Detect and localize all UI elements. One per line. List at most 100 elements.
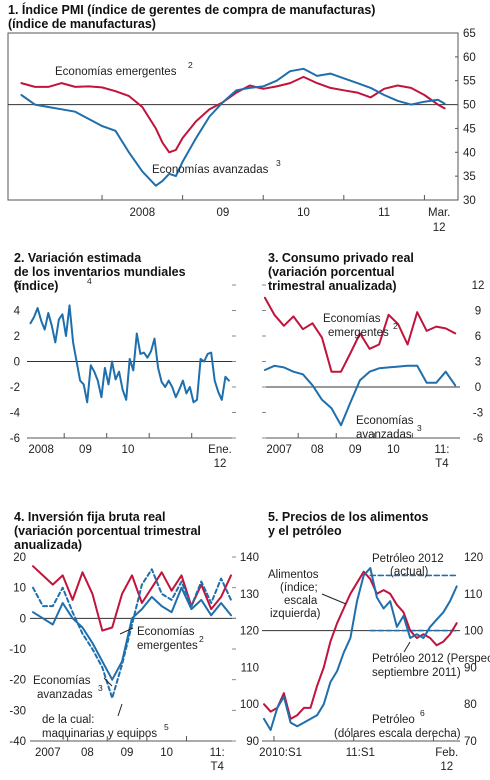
- y-tick-label: 35: [463, 171, 476, 183]
- x-tick-label: 08: [311, 444, 324, 456]
- y-tick-label: -20: [9, 675, 26, 687]
- annotation-avanzadas: avanzadas: [37, 689, 93, 701]
- y-tick-label-right: 70: [464, 736, 477, 748]
- annotation-petroleo-perspectivas: septiembre 2011): [372, 667, 461, 679]
- x-tick-label: 10: [160, 747, 173, 759]
- series-avanzadas: [20, 67, 446, 187]
- leader-line: [103, 677, 113, 687]
- panel-title-line: y el petróleo: [268, 524, 342, 538]
- series-petroleo: [263, 567, 458, 731]
- x-tick-label: 11:: [434, 444, 449, 456]
- footnote-2: 2: [393, 321, 398, 331]
- x-tick-label: 12: [214, 458, 227, 470]
- y-tick-label: 6: [475, 331, 481, 343]
- annotation-maquinarias: de la cual:: [42, 714, 94, 726]
- y-tick-label: -6: [10, 433, 20, 445]
- y-tick-label: 12: [472, 280, 485, 292]
- x-tick-label: 11:: [210, 747, 225, 759]
- x-tick-label: 2007: [35, 747, 61, 759]
- x-tick-label: 12: [440, 761, 453, 773]
- panel1-frame: [7, 32, 459, 201]
- leader-line: [117, 703, 123, 717]
- y-tick-label-left: 110: [241, 662, 259, 674]
- y-tick-label-right: 100: [464, 626, 483, 638]
- x-tick-label: 10: [122, 444, 135, 456]
- x-tick-label: 09: [349, 444, 362, 456]
- y-tick-label: 3: [475, 357, 481, 369]
- leader-line: [321, 593, 347, 605]
- series-avanzadas: [32, 586, 232, 681]
- y-tick-label: 0: [475, 382, 481, 394]
- annotation-emergentes: Economías: [137, 626, 195, 638]
- annotation-avanzadas: Economías avanzadas: [152, 164, 269, 176]
- annotation-emergentes: Economías emergentes: [55, 66, 177, 78]
- footnote-3: 3: [276, 158, 281, 168]
- panel-title-line: de los inventarios mundiales: [14, 265, 186, 279]
- panel-title-line: trimestral anualizada): [268, 279, 397, 293]
- series-maquinarias: [32, 568, 232, 700]
- x-tick-label: 11: [378, 207, 390, 219]
- annotation-petroleo-actual: (actual): [390, 566, 429, 578]
- panel-title-line: (índice de manufacturas): [8, 17, 156, 31]
- y-tick-label-right: 80: [464, 699, 477, 711]
- y-tick-label: 10: [13, 583, 26, 595]
- y-tick-label: -30: [9, 705, 26, 717]
- series-inventarios: [29, 304, 230, 404]
- annotation-alimentos: (índice;: [280, 582, 318, 594]
- series-emergentes: [263, 296, 457, 373]
- y-tick-label: 0: [20, 613, 26, 625]
- x-tick-label: 08: [81, 747, 94, 759]
- annotation-avanzadas: Economías: [33, 675, 91, 687]
- y-tick-label: -6: [473, 433, 483, 445]
- y-tick-label: 9: [475, 306, 481, 318]
- y-tick-label: 20: [13, 552, 26, 564]
- annotation-petroleo-perspectivas: Petróleo 2012 (Perspectivas,: [372, 653, 490, 665]
- y-tick-label: 4: [14, 306, 21, 318]
- footnote-5: 5: [164, 722, 169, 732]
- panel-title-line: 4. Inversión fija bruta real: [14, 510, 165, 524]
- x-tick-label: T4: [210, 761, 224, 773]
- panel-title-line: (variación porcentual: [268, 265, 394, 279]
- x-tick-label: Ene.: [208, 444, 232, 456]
- annotation-alimentos: izquierda): [270, 608, 321, 620]
- annotation-avanzadas: Economías: [356, 415, 414, 427]
- y-tick-label: 40: [463, 147, 476, 159]
- annotation-petroleo: (dólares escala derecha): [334, 728, 461, 740]
- y-tick-label: -2: [10, 382, 20, 394]
- footnote-2: 2: [199, 634, 204, 644]
- footnote-2: 2: [188, 60, 193, 70]
- leader-line: [119, 627, 134, 635]
- footnote-6: 6: [420, 708, 425, 718]
- y-tick-label: 2: [14, 331, 20, 343]
- footnote-4: 4: [87, 276, 92, 286]
- panel-title-line: 2. Variación estimada: [14, 251, 142, 265]
- x-tick-label: 09: [121, 747, 134, 759]
- footnote-3: 3: [98, 683, 103, 693]
- leader-line: [403, 641, 411, 653]
- panel-title-line: anualizada): [14, 538, 82, 552]
- y-tick-label: 30: [463, 195, 476, 207]
- y-tick-label-left: 120: [240, 626, 259, 638]
- y-tick-label: 45: [463, 123, 476, 135]
- y-tick-label: 50: [463, 100, 476, 112]
- y-tick-label-left: 140: [240, 552, 259, 564]
- annotation-alimentos: escala: [284, 595, 318, 607]
- y-tick-label: -4: [10, 408, 21, 420]
- panel-title-line: 5. Precios de los alimentos: [268, 510, 429, 524]
- x-tick-label: 10: [297, 207, 310, 219]
- x-tick-label: 12: [433, 222, 446, 234]
- annotation-emergentes: emergentes: [328, 327, 389, 339]
- annotation-emergentes: Economías: [323, 313, 381, 325]
- x-tick-label: T4: [435, 458, 449, 470]
- x-tick-label: Feb.: [435, 747, 458, 759]
- series-avanzadas: [263, 364, 457, 427]
- y-tick-label: -3: [473, 408, 483, 420]
- panel-title-line: 1. Índice PMI (índice de gerentes de com…: [8, 2, 375, 17]
- annotation-maquinarias: maquinarias y equipos: [42, 728, 157, 740]
- series-emergentes: [20, 75, 446, 154]
- x-tick-label: 2007: [266, 444, 292, 456]
- y-tick-label: -10: [9, 644, 26, 656]
- x-tick-label: 2010:S1: [259, 747, 302, 759]
- y-tick-label-right: 110: [464, 589, 482, 601]
